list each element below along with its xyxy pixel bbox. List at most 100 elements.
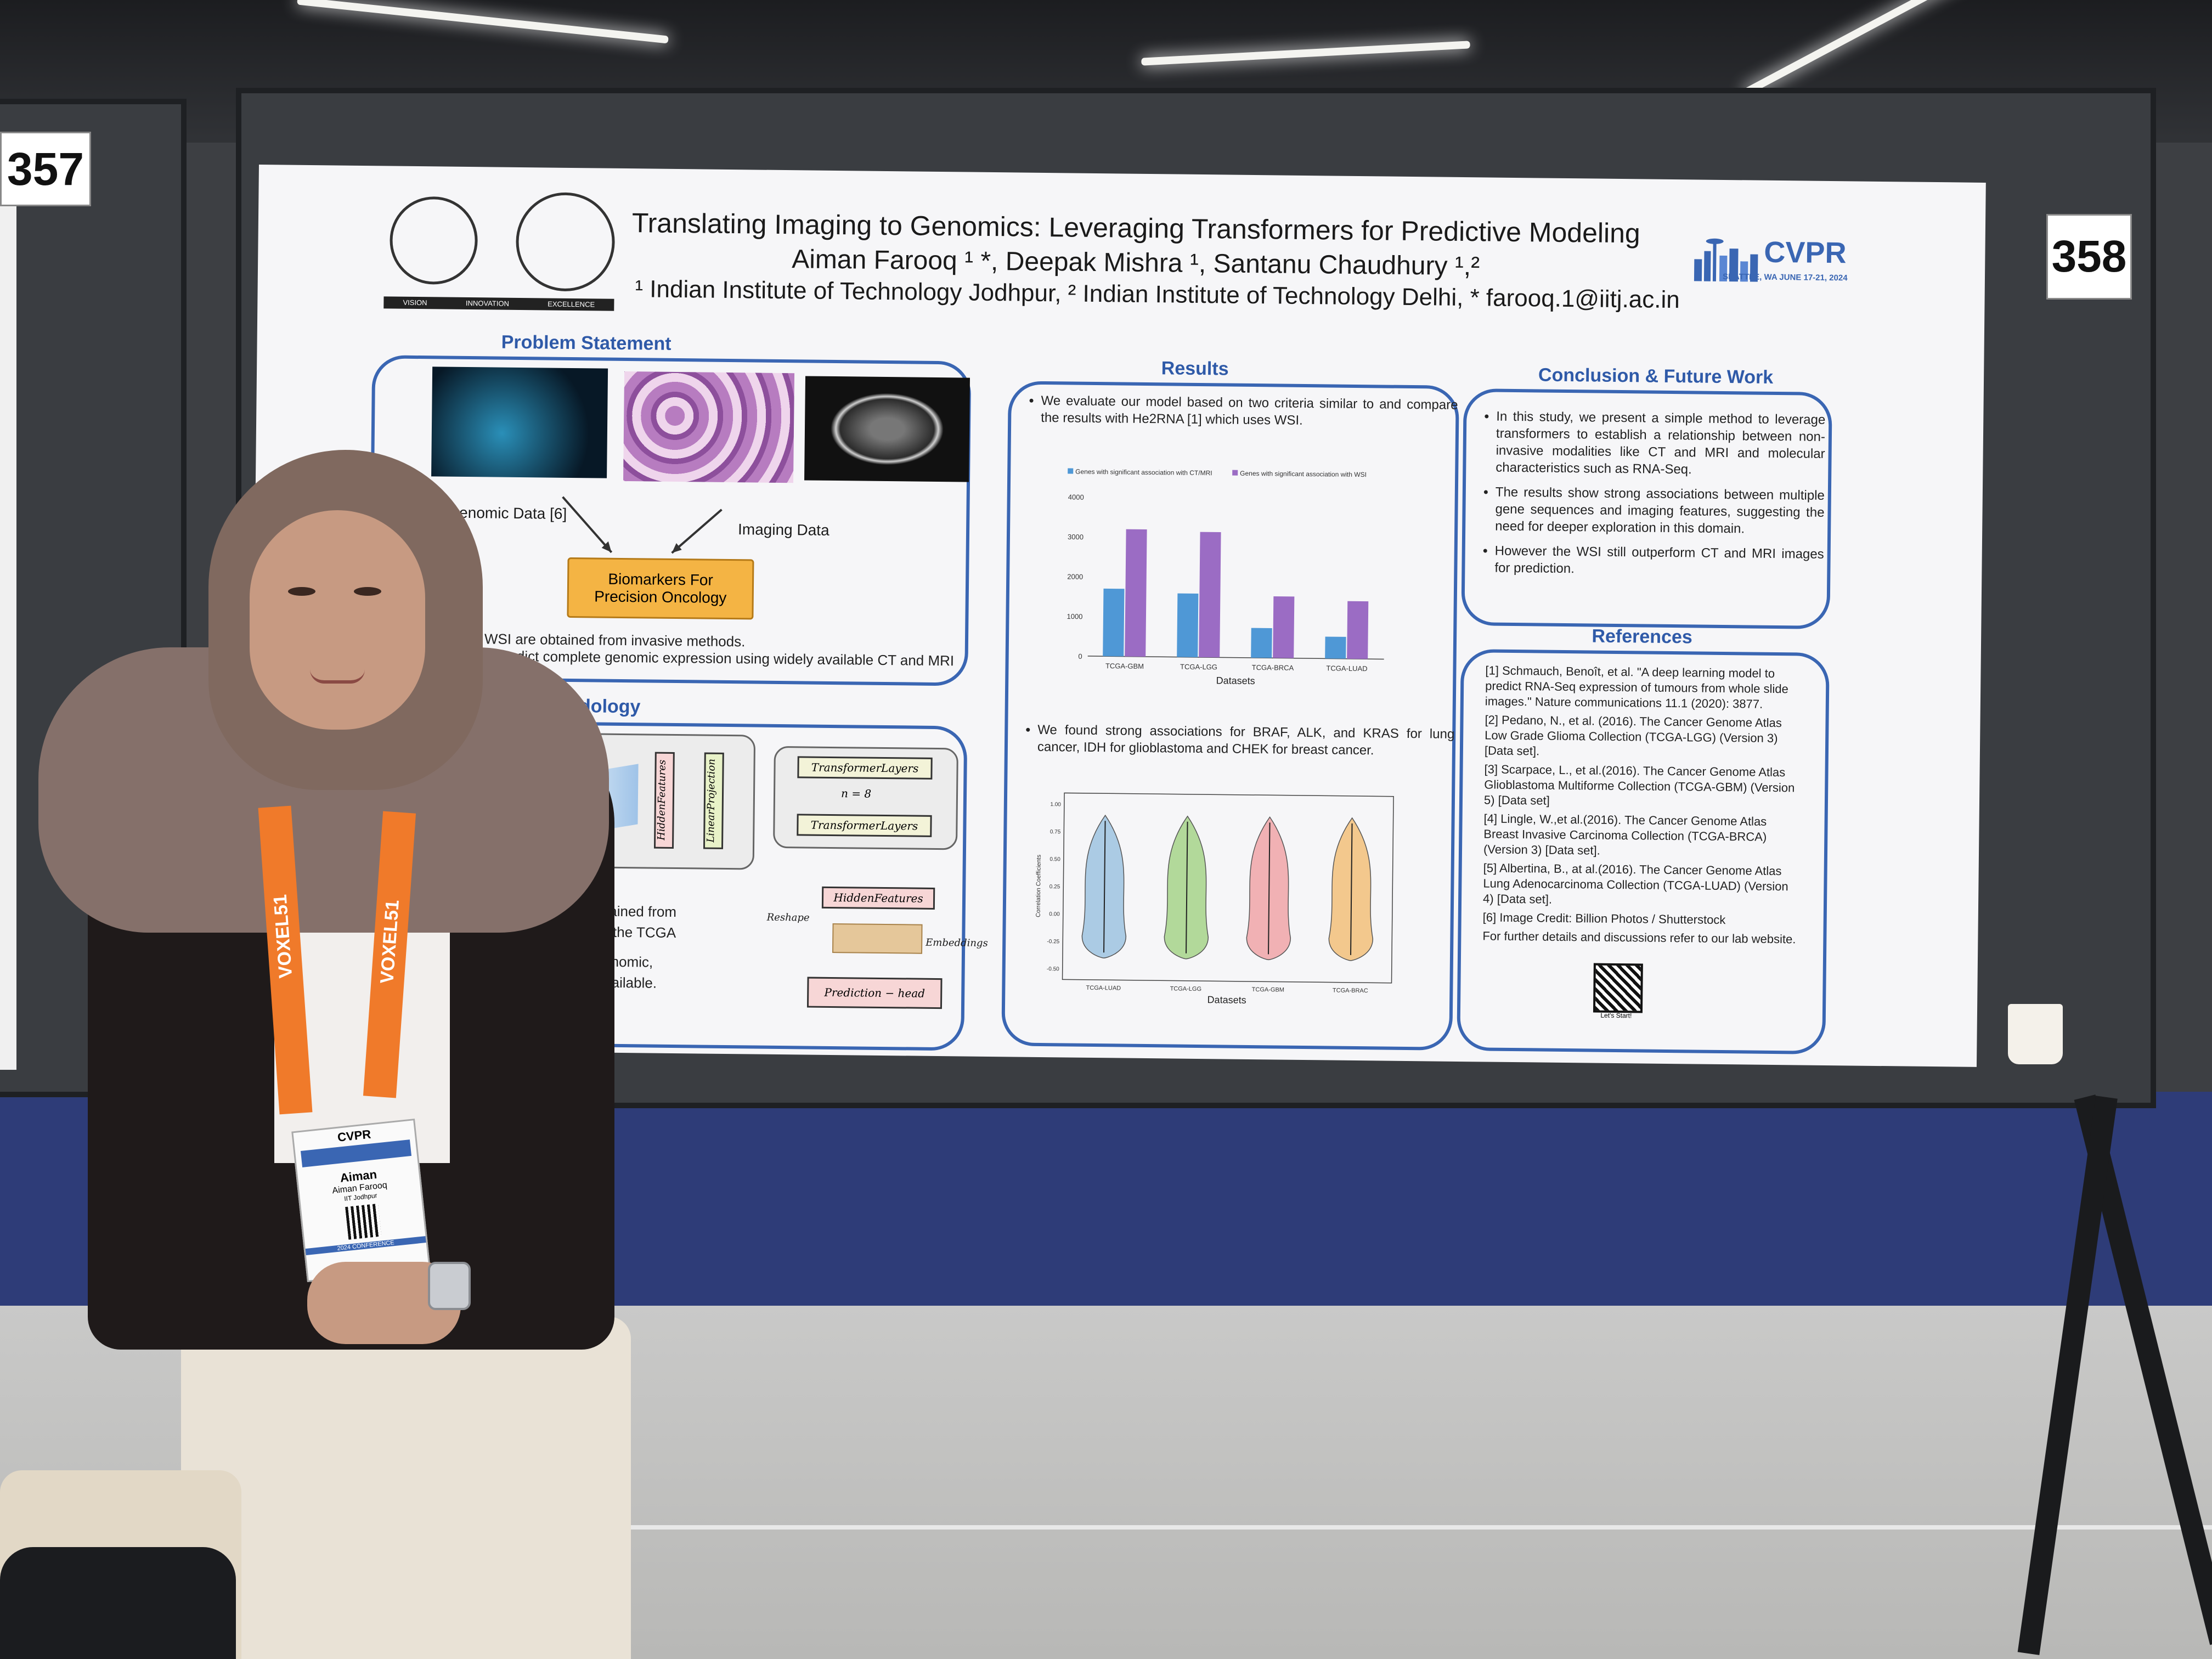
violin-x-tick: TCGA-LGG xyxy=(1170,985,1202,992)
motto-vision: VISION xyxy=(403,298,427,307)
x-axis-label: Datasets xyxy=(1216,675,1255,686)
right-eye xyxy=(354,587,381,596)
reference-5: [5] Albertina, B., at al.(2016). The Can… xyxy=(1482,861,1788,906)
x-tick-label: TCGA-BRCA xyxy=(1252,663,1294,672)
bar-tcga-luad-wsi xyxy=(1347,601,1369,659)
paper-cup xyxy=(2008,1004,2063,1064)
motto-innovation: INNOVATION xyxy=(465,298,509,308)
embeddings-label: Embeddings xyxy=(926,936,988,949)
references-title: References xyxy=(1592,625,1692,648)
trousers xyxy=(181,1317,631,1659)
legend-swatch xyxy=(1232,470,1238,476)
x-tick-label: TCGA-LGG xyxy=(1180,663,1217,672)
violin-y-tick: 0.75 xyxy=(1050,829,1061,835)
histology-image xyxy=(623,371,795,483)
ceiling-light xyxy=(297,0,669,44)
y-tick-label: 1000 xyxy=(1066,612,1082,620)
y-tick-label: 2000 xyxy=(1067,572,1083,580)
ceiling-light xyxy=(1141,41,1470,66)
cvpr-logo-text: CVPR xyxy=(1764,235,1847,270)
results-bullet-2-list: We found strong associations for BRAF, A… xyxy=(1021,721,1455,768)
legend-label: Genes with significant association with … xyxy=(1075,468,1212,477)
violin-chart: 1.00 0.75 0.50 0.25 0.00 -0.25 -0.50 Correlatio… xyxy=(1035,792,1394,1006)
hidden-features-vertical: HiddenFeatures xyxy=(653,752,675,849)
bar-tcga-gbm-ctmri xyxy=(1103,588,1125,657)
left-eye xyxy=(288,587,315,596)
smile xyxy=(310,669,365,684)
violin-frame xyxy=(1062,792,1394,984)
linear-projection: LinearProjection xyxy=(703,752,724,849)
face xyxy=(250,510,425,730)
lanyard-text-right: VOXEL51 xyxy=(376,899,403,985)
cvpr-place: SEATTLE, WA xyxy=(1722,272,1778,282)
violin-whisker xyxy=(1268,822,1271,955)
violin-y-axis-label: Correlation Coefficients xyxy=(1035,854,1042,917)
bar-tcga-brca-wsi xyxy=(1273,596,1295,658)
motto-excellence: EXCELLENCE xyxy=(548,300,595,309)
results-bullet-2: We found strong associations for BRAF, A… xyxy=(1037,721,1455,760)
violin-x-axis-label: Datasets xyxy=(1207,994,1246,1006)
conclusion-list: In this study, we present a simple metho… xyxy=(1478,408,1825,588)
neighbor-poster-edge xyxy=(0,192,16,1070)
violin-y-tick: 0.50 xyxy=(1049,856,1060,862)
poster: VISION INNOVATION EXCELLENCE Translating… xyxy=(250,165,1986,1067)
violin-y-tick: 1.00 xyxy=(1050,802,1061,808)
y-tick-label: 0 xyxy=(1078,652,1082,661)
problem-statement-title: Problem Statement xyxy=(501,331,672,354)
bar-tcga-gbm-wsi xyxy=(1125,529,1147,657)
cvpr-logo: CVPR SEATTLE, WA JUNE 17-21, 2024 xyxy=(1690,229,1855,285)
booth-number-358: 358 xyxy=(2046,214,2132,300)
hidden-features: HiddenFeatures xyxy=(821,886,935,910)
qr-code-icon[interactable] xyxy=(1593,963,1643,1013)
violin-x-tick: TCGA-BRAC xyxy=(1333,988,1368,995)
reference-website: For further details and discussions refe… xyxy=(1482,929,1796,946)
poster-title: Translating Imaging to Genomics: Leverag… xyxy=(631,207,1641,249)
dna-image xyxy=(431,366,608,478)
violin-x-tick: TCGA-GBM xyxy=(1252,986,1284,994)
y-tick-label: 4000 xyxy=(1068,493,1084,501)
black-bag xyxy=(0,1547,236,1659)
bar-tcga-lgg-ctmri xyxy=(1177,593,1199,657)
qr-caption: Let's Start! xyxy=(1600,1011,1632,1020)
reference-3: [3] Scarpace, L., et al.(2016). The Canc… xyxy=(1483,762,1795,808)
transformer-block: TransformerLayers n = 8 TransformerLayer… xyxy=(773,746,958,850)
transformer-layers-bottom: TransformerLayers xyxy=(797,814,932,837)
violin-y-tick: -0.50 xyxy=(1047,966,1059,972)
reshape-label: Reshape xyxy=(766,911,810,924)
reference-4: [4] Lingle, W.,et al.(2016). The Cancer … xyxy=(1483,811,1767,857)
booth-number-357: 357 xyxy=(0,132,91,206)
biomarkers-box: Biomarkers For Precision Oncology xyxy=(567,557,754,620)
badge-year: 2024 xyxy=(337,1244,351,1252)
references-list: [1] Schmauch, Benoît, et al. "A deep lea… xyxy=(1482,663,1803,950)
cvpr-dates: JUNE 17-21, 2024 xyxy=(1779,273,1848,283)
bar-chart: Genes with significant association with … xyxy=(1066,468,1384,686)
x-tick-label: TCGA-GBM xyxy=(1105,662,1144,670)
violin-x-tick: TCGA-LUAD xyxy=(1086,985,1121,992)
ct-scan-image xyxy=(804,376,970,482)
violin-y-tick: -0.25 xyxy=(1047,939,1059,945)
conclusion-title: Conclusion & Future Work xyxy=(1538,364,1774,388)
seattle-skyline-icon xyxy=(1694,238,1758,282)
bar-tcga-luad-ctmri xyxy=(1325,636,1346,659)
results-bullet-1-list: We evaluate our model based on two crite… xyxy=(1024,392,1458,438)
ct-scan-body xyxy=(826,390,948,469)
results-bullet-1: We evaluate our model based on two crite… xyxy=(1041,392,1458,431)
conclusion-bullet-1: In this study, we present a simple metho… xyxy=(1496,408,1825,479)
y-tick-label: 3000 xyxy=(1068,533,1084,541)
lanyard-text-left: VOXEL51 xyxy=(269,894,297,979)
legend-label: Genes with significant association with … xyxy=(1240,470,1367,478)
violin-whisker xyxy=(1103,821,1106,953)
conclusion-bullet-3: However the WSI still outperform CT and … xyxy=(1494,543,1824,580)
violin-whisker xyxy=(1350,823,1353,955)
embedding-cube-icon xyxy=(832,923,923,954)
floor-line xyxy=(0,1525,2212,1530)
reference-1: [1] Schmauch, Benoît, et al. "A deep lea… xyxy=(1485,663,1788,711)
prediction-head: Prediction − head xyxy=(806,977,943,1009)
conclusion-bullet-2: The results show strong associations bet… xyxy=(1495,484,1825,538)
transformer-layers-top: TransformerLayers xyxy=(797,756,933,780)
violin-y-tick: 0.25 xyxy=(1049,884,1060,890)
n-layers: n = 8 xyxy=(840,787,872,800)
ceiling-light xyxy=(1743,0,1999,97)
wristwatch-icon xyxy=(428,1262,471,1310)
logo-motto-bar: VISION INNOVATION EXCELLENCE xyxy=(383,296,614,311)
